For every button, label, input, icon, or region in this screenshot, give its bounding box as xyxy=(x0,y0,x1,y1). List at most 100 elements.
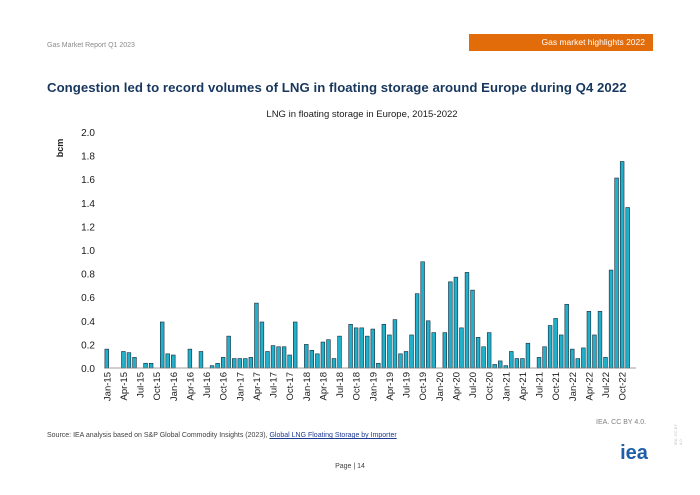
x-tick-label: Apr-17 xyxy=(252,372,263,401)
y-tick-label: 0.0 xyxy=(81,364,95,375)
bar-Apr-22 xyxy=(586,311,592,369)
bar-Jan-22 xyxy=(570,348,575,369)
x-tick-label: Jul-21 xyxy=(535,372,546,398)
x-tick-label: Oct-20 xyxy=(485,372,496,401)
bar-Dec-15 xyxy=(165,353,170,369)
x-tick-label: Jan-16 xyxy=(169,372,180,401)
y-tick-label: 2.0 xyxy=(81,128,95,139)
x-tick-label: Oct-16 xyxy=(219,372,230,401)
bar-Sep-16 xyxy=(215,362,220,369)
x-tick-label: Apr-19 xyxy=(385,372,396,401)
bar-Aug-19 xyxy=(409,334,414,369)
bar-Nov-20 xyxy=(492,364,497,369)
chart-credit: IEA. CC BY 4.0. xyxy=(596,419,647,426)
section-tag: Gas market highlights 2022 xyxy=(469,34,653,51)
bar-Nov-15 xyxy=(160,321,165,369)
y-tick-label: 0.2 xyxy=(81,340,95,351)
bar-Jan-19 xyxy=(370,328,375,369)
page-number: Page | 14 xyxy=(335,463,365,470)
bar-Jun-17 xyxy=(265,351,270,369)
bar-Feb-17 xyxy=(243,358,248,369)
bar-Jan-18 xyxy=(304,344,309,369)
bar-Nov-19 xyxy=(425,320,431,369)
y-tick-label: 0.6 xyxy=(81,293,95,304)
side-copyright: IEA. CC BY 4.0 xyxy=(673,424,683,445)
bar-Feb-20 xyxy=(442,332,447,369)
bar-Aug-21 xyxy=(542,346,547,369)
bar-Sep-18 xyxy=(348,324,353,369)
bar-Aug-20 xyxy=(475,337,481,369)
bar-Oct-19 xyxy=(420,261,425,369)
bar-May-21 xyxy=(525,342,531,369)
y-tick-label: 1.0 xyxy=(81,246,95,257)
bar-Jul-19 xyxy=(403,351,409,369)
x-tick-label: Oct-15 xyxy=(152,372,163,401)
x-tick-label: Jul-22 xyxy=(601,372,612,398)
x-tick-label: Apr-22 xyxy=(584,372,595,401)
bar-Aug-15 xyxy=(143,362,148,369)
x-tick-label: Oct-18 xyxy=(352,372,363,401)
y-axis: 0.0 0.2 0.4 0.6 0.8 1.0 1.2 1.4 1.6 1.8 2.0 xyxy=(81,128,95,375)
bar-Jul-22 xyxy=(603,357,608,369)
bar-Nov-16 xyxy=(226,335,231,369)
bar-Jun-16 xyxy=(198,351,204,369)
bar-Aug-17 xyxy=(276,346,281,369)
x-tick-label: Apr-21 xyxy=(518,372,529,401)
bar-Sep-20 xyxy=(481,346,486,369)
bar-May-15 xyxy=(126,352,132,369)
x-axis: Jan-15 Apr-15 Jul-15 Oct-15 Jan-16 Apr-16 Jul-… xyxy=(102,372,628,401)
bar-Feb-21 xyxy=(509,351,514,369)
bar-Dec-20 xyxy=(498,360,503,369)
bar-Apr-21 xyxy=(520,358,525,369)
x-tick-label: Jul-19 xyxy=(402,372,413,398)
bar-Oct-18 xyxy=(353,327,359,369)
bar-May-18 xyxy=(326,339,331,369)
bar-Dec-19 xyxy=(431,332,436,369)
bar-Dec-18 xyxy=(365,335,370,369)
y-tick-label: 1.6 xyxy=(81,175,95,186)
bar-Apr-18 xyxy=(320,341,326,369)
x-tick-label: Apr-20 xyxy=(451,372,462,401)
bar-series xyxy=(104,161,630,369)
bar-Nov-18 xyxy=(359,327,364,369)
x-tick-label: Jan-17 xyxy=(235,372,246,401)
bar-Aug-22 xyxy=(608,269,614,369)
x-tick-label: Jul-20 xyxy=(468,372,479,398)
x-tick-label: Jan-19 xyxy=(368,372,379,401)
bar-Nov-17 xyxy=(292,321,298,369)
x-tick-label: Jan-20 xyxy=(435,372,446,401)
bar-Jul-17 xyxy=(270,345,276,369)
source-link[interactable]: Global LNG Floating Storage by Importer xyxy=(269,432,397,439)
bar-Oct-16 xyxy=(220,357,226,369)
bar-Mar-20 xyxy=(448,281,453,369)
source-text: Source: IEA analysis based on S&P Global… xyxy=(47,432,268,439)
x-tick-label: Apr-18 xyxy=(318,372,329,401)
bar-Jun-20 xyxy=(464,272,470,369)
bar-Mar-18 xyxy=(315,353,320,369)
bar-Apr-17 xyxy=(254,302,259,369)
bar-Sep-21 xyxy=(547,325,553,369)
bar-Jul-20 xyxy=(470,289,475,369)
chart-title: LNG in floating storage in Europe, 2015-… xyxy=(266,109,457,120)
bar-Mar-21 xyxy=(514,358,520,369)
bar-Sep-15 xyxy=(148,362,154,369)
bar-Oct-22 xyxy=(619,161,625,369)
bar-Mar-19 xyxy=(381,324,387,369)
bar-Oct-17 xyxy=(287,354,292,369)
x-tick-label: Jan-15 xyxy=(102,372,113,401)
bar-Jul-21 xyxy=(536,357,542,369)
bar-Jan-17 xyxy=(237,358,242,369)
bar-Feb-19 xyxy=(376,362,381,369)
x-tick-label: Jan-18 xyxy=(302,372,313,401)
x-tick-label: Jul-16 xyxy=(202,372,213,398)
y-tick-label: 1.4 xyxy=(81,199,95,210)
bar-Apr-15 xyxy=(121,351,126,369)
bar-Apr-20 xyxy=(453,276,459,369)
page-title: Congestion led to record volumes of LNG … xyxy=(47,80,627,95)
bar-May-20 xyxy=(459,327,464,369)
bar-May-17 xyxy=(259,321,265,369)
y-tick-label: 1.2 xyxy=(81,222,95,233)
bar-Dec-16 xyxy=(232,358,237,369)
bar-May-19 xyxy=(392,319,398,369)
bar-May-22 xyxy=(592,334,597,369)
